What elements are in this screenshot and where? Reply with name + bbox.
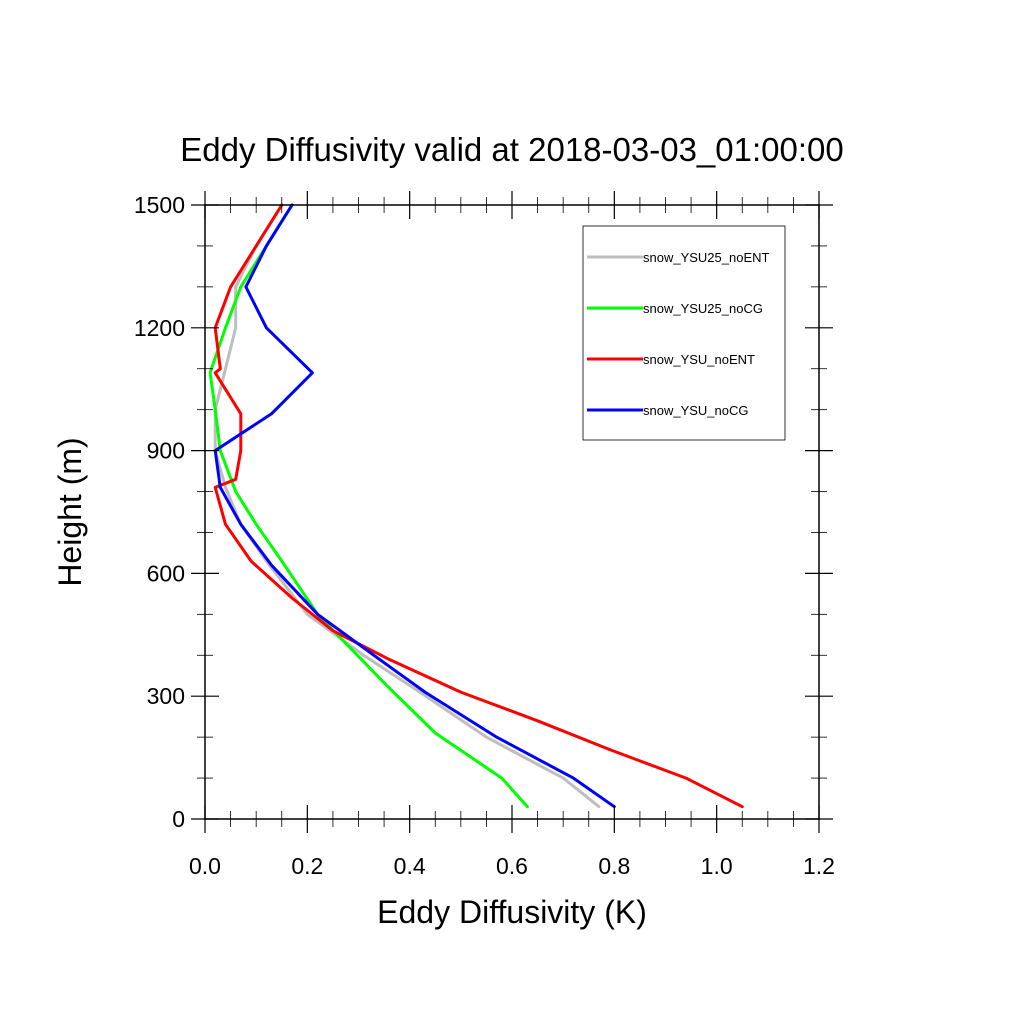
y-tick-label: 0 — [172, 806, 185, 832]
chart-title: Eddy Diffusivity valid at 2018-03-03_01:… — [180, 131, 843, 168]
series-line-1 — [208, 203, 529, 809]
y-tick-label: 300 — [147, 683, 185, 709]
series-line-3 — [213, 203, 616, 809]
legend-label-0: snow_YSU25_noENT — [643, 250, 770, 265]
x-tick-label: 0.4 — [394, 853, 426, 879]
y-tick-label: 1200 — [134, 315, 185, 341]
legend: snow_YSU25_noENT snow_YSU25_noCG snow_YSU_… — [582, 225, 786, 441]
series-layer — [208, 203, 744, 809]
series-line-2 — [213, 203, 744, 809]
x-tick-label: 0.2 — [291, 853, 323, 879]
y-tick-label: 1500 — [134, 192, 185, 218]
legend-label-2: snow_YSU_noENT — [643, 352, 755, 367]
y-axis-label: Height (m) — [52, 437, 88, 586]
x-tick-label: 0.6 — [496, 853, 528, 879]
y-tick-label: 900 — [147, 438, 185, 464]
x-tick-label: 1.2 — [803, 853, 835, 879]
x-tick-label: 0.0 — [189, 853, 221, 879]
legend-label-3: snow_YSU_noCG — [643, 403, 749, 418]
legend-label-1: snow_YSU25_noCG — [643, 301, 763, 316]
series-line-0 — [213, 203, 601, 809]
x-axis-label: Eddy Diffusivity (K) — [377, 894, 647, 930]
legend-box — [582, 225, 786, 441]
y-tick-label: 600 — [147, 560, 185, 586]
x-tick-label: 1.0 — [701, 853, 733, 879]
axes-layer: 0.0 0.2 0.4 0.6 0.8 1.0 1.2 0 300 600 900 1200 1500 — [134, 191, 835, 879]
x-tick-label: 0.8 — [598, 853, 630, 879]
